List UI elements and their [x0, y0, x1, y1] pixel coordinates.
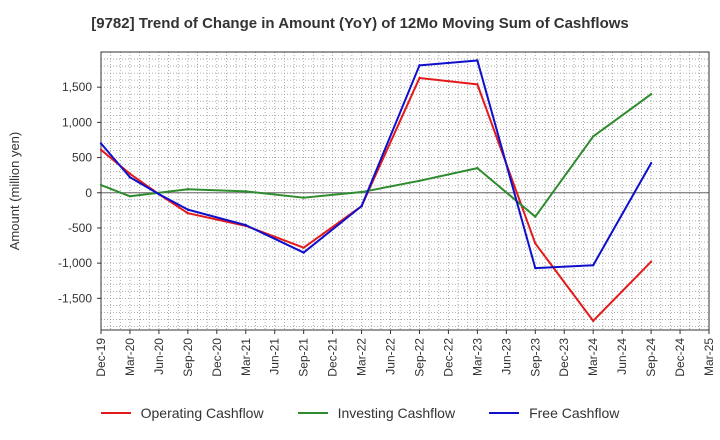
data-point [186, 188, 190, 191]
data-point [128, 195, 132, 198]
legend-item-investing: Investing Cashflow [297, 405, 456, 421]
data-point [244, 190, 247, 193]
legend-item-free: Free Cashflow [489, 405, 619, 421]
data-point [591, 135, 595, 138]
legend-label-investing: Investing Cashflow [337, 405, 456, 421]
x-tick-label: Sep-22 [412, 338, 426, 377]
data-point [244, 223, 247, 227]
y-tick-label: -1,500 [58, 291, 92, 305]
legend-swatch-free [489, 412, 520, 414]
data-point [186, 211, 190, 215]
data-point [476, 166, 479, 170]
data-point [128, 172, 132, 175]
legend-swatch-operating [100, 412, 131, 414]
data-point [360, 190, 363, 194]
series-line-2 [100, 59, 652, 270]
x-tick-label: Sep-20 [181, 338, 195, 377]
x-tick-label: Mar-20 [123, 338, 137, 376]
data-point [360, 204, 363, 208]
x-tick-label: Jun-23 [499, 338, 513, 375]
legend-swatch-investing [297, 412, 328, 414]
x-tick-label: Jun-24 [615, 338, 629, 375]
x-tick-label: Jun-20 [152, 338, 166, 375]
x-tick-label: Mar-21 [239, 338, 253, 376]
data-point [99, 148, 103, 152]
y-tick-label: 500 [72, 151, 92, 165]
data-point [649, 260, 653, 263]
data-point [476, 59, 479, 62]
x-tick-label: Mar-22 [355, 338, 369, 376]
x-tick-label: Sep-23 [528, 338, 542, 377]
y-tick-label: -500 [68, 221, 92, 235]
x-tick-label: Mar-24 [586, 338, 600, 376]
x-tick-label: Mar-23 [470, 338, 484, 376]
data-point [418, 179, 421, 182]
legend-item-operating: Operating Cashflow [100, 405, 264, 421]
x-tick-label: Dec-23 [557, 338, 571, 377]
data-point [302, 196, 305, 199]
y-tick-label: -1,000 [58, 256, 92, 270]
legend-label-free: Free Cashflow [529, 405, 620, 421]
data-point [302, 251, 305, 254]
plot-frame [100, 51, 710, 331]
y-tick-label: 1,500 [62, 80, 92, 94]
x-tick-label: Jun-22 [384, 338, 398, 375]
chart-title: [9782] Trend of Change in Amount (YoY) o… [91, 15, 629, 32]
plot-area [101, 52, 709, 330]
data-point [649, 93, 653, 96]
x-tick-label: Dec-20 [210, 338, 224, 377]
x-tick-label: Dec-21 [326, 338, 340, 377]
data-point [649, 162, 653, 165]
data-point [157, 192, 161, 196]
data-point [99, 183, 103, 187]
data-point [186, 208, 190, 211]
data-point [534, 242, 537, 245]
chart-legend: Operating Cashflow Investing Cashflow Fr… [0, 405, 720, 421]
y-tick-label: 0 [85, 186, 92, 200]
y-axis-label: Amount (million yen) [7, 132, 22, 251]
data-point [99, 142, 103, 145]
data-point [128, 176, 132, 179]
legend-label-operating: Operating Cashflow [140, 405, 264, 421]
x-tick-label: Sep-21 [297, 338, 311, 377]
x-tick-label: Dec-19 [94, 338, 108, 377]
x-tick-label: Dec-24 [673, 338, 687, 377]
data-point [418, 76, 421, 80]
x-tick-label: Jun-21 [268, 338, 282, 375]
x-tick-label: Sep-24 [644, 338, 658, 377]
data-point [534, 215, 537, 218]
data-point [591, 264, 595, 267]
data-point [476, 83, 479, 86]
x-tick-label: Dec-22 [441, 338, 455, 377]
x-tick-label: Mar-25 [702, 338, 716, 376]
data-point [534, 266, 537, 270]
data-point [591, 319, 595, 323]
data-point [418, 64, 421, 67]
data-point [302, 246, 305, 249]
y-tick-label: 1,000 [62, 115, 92, 129]
